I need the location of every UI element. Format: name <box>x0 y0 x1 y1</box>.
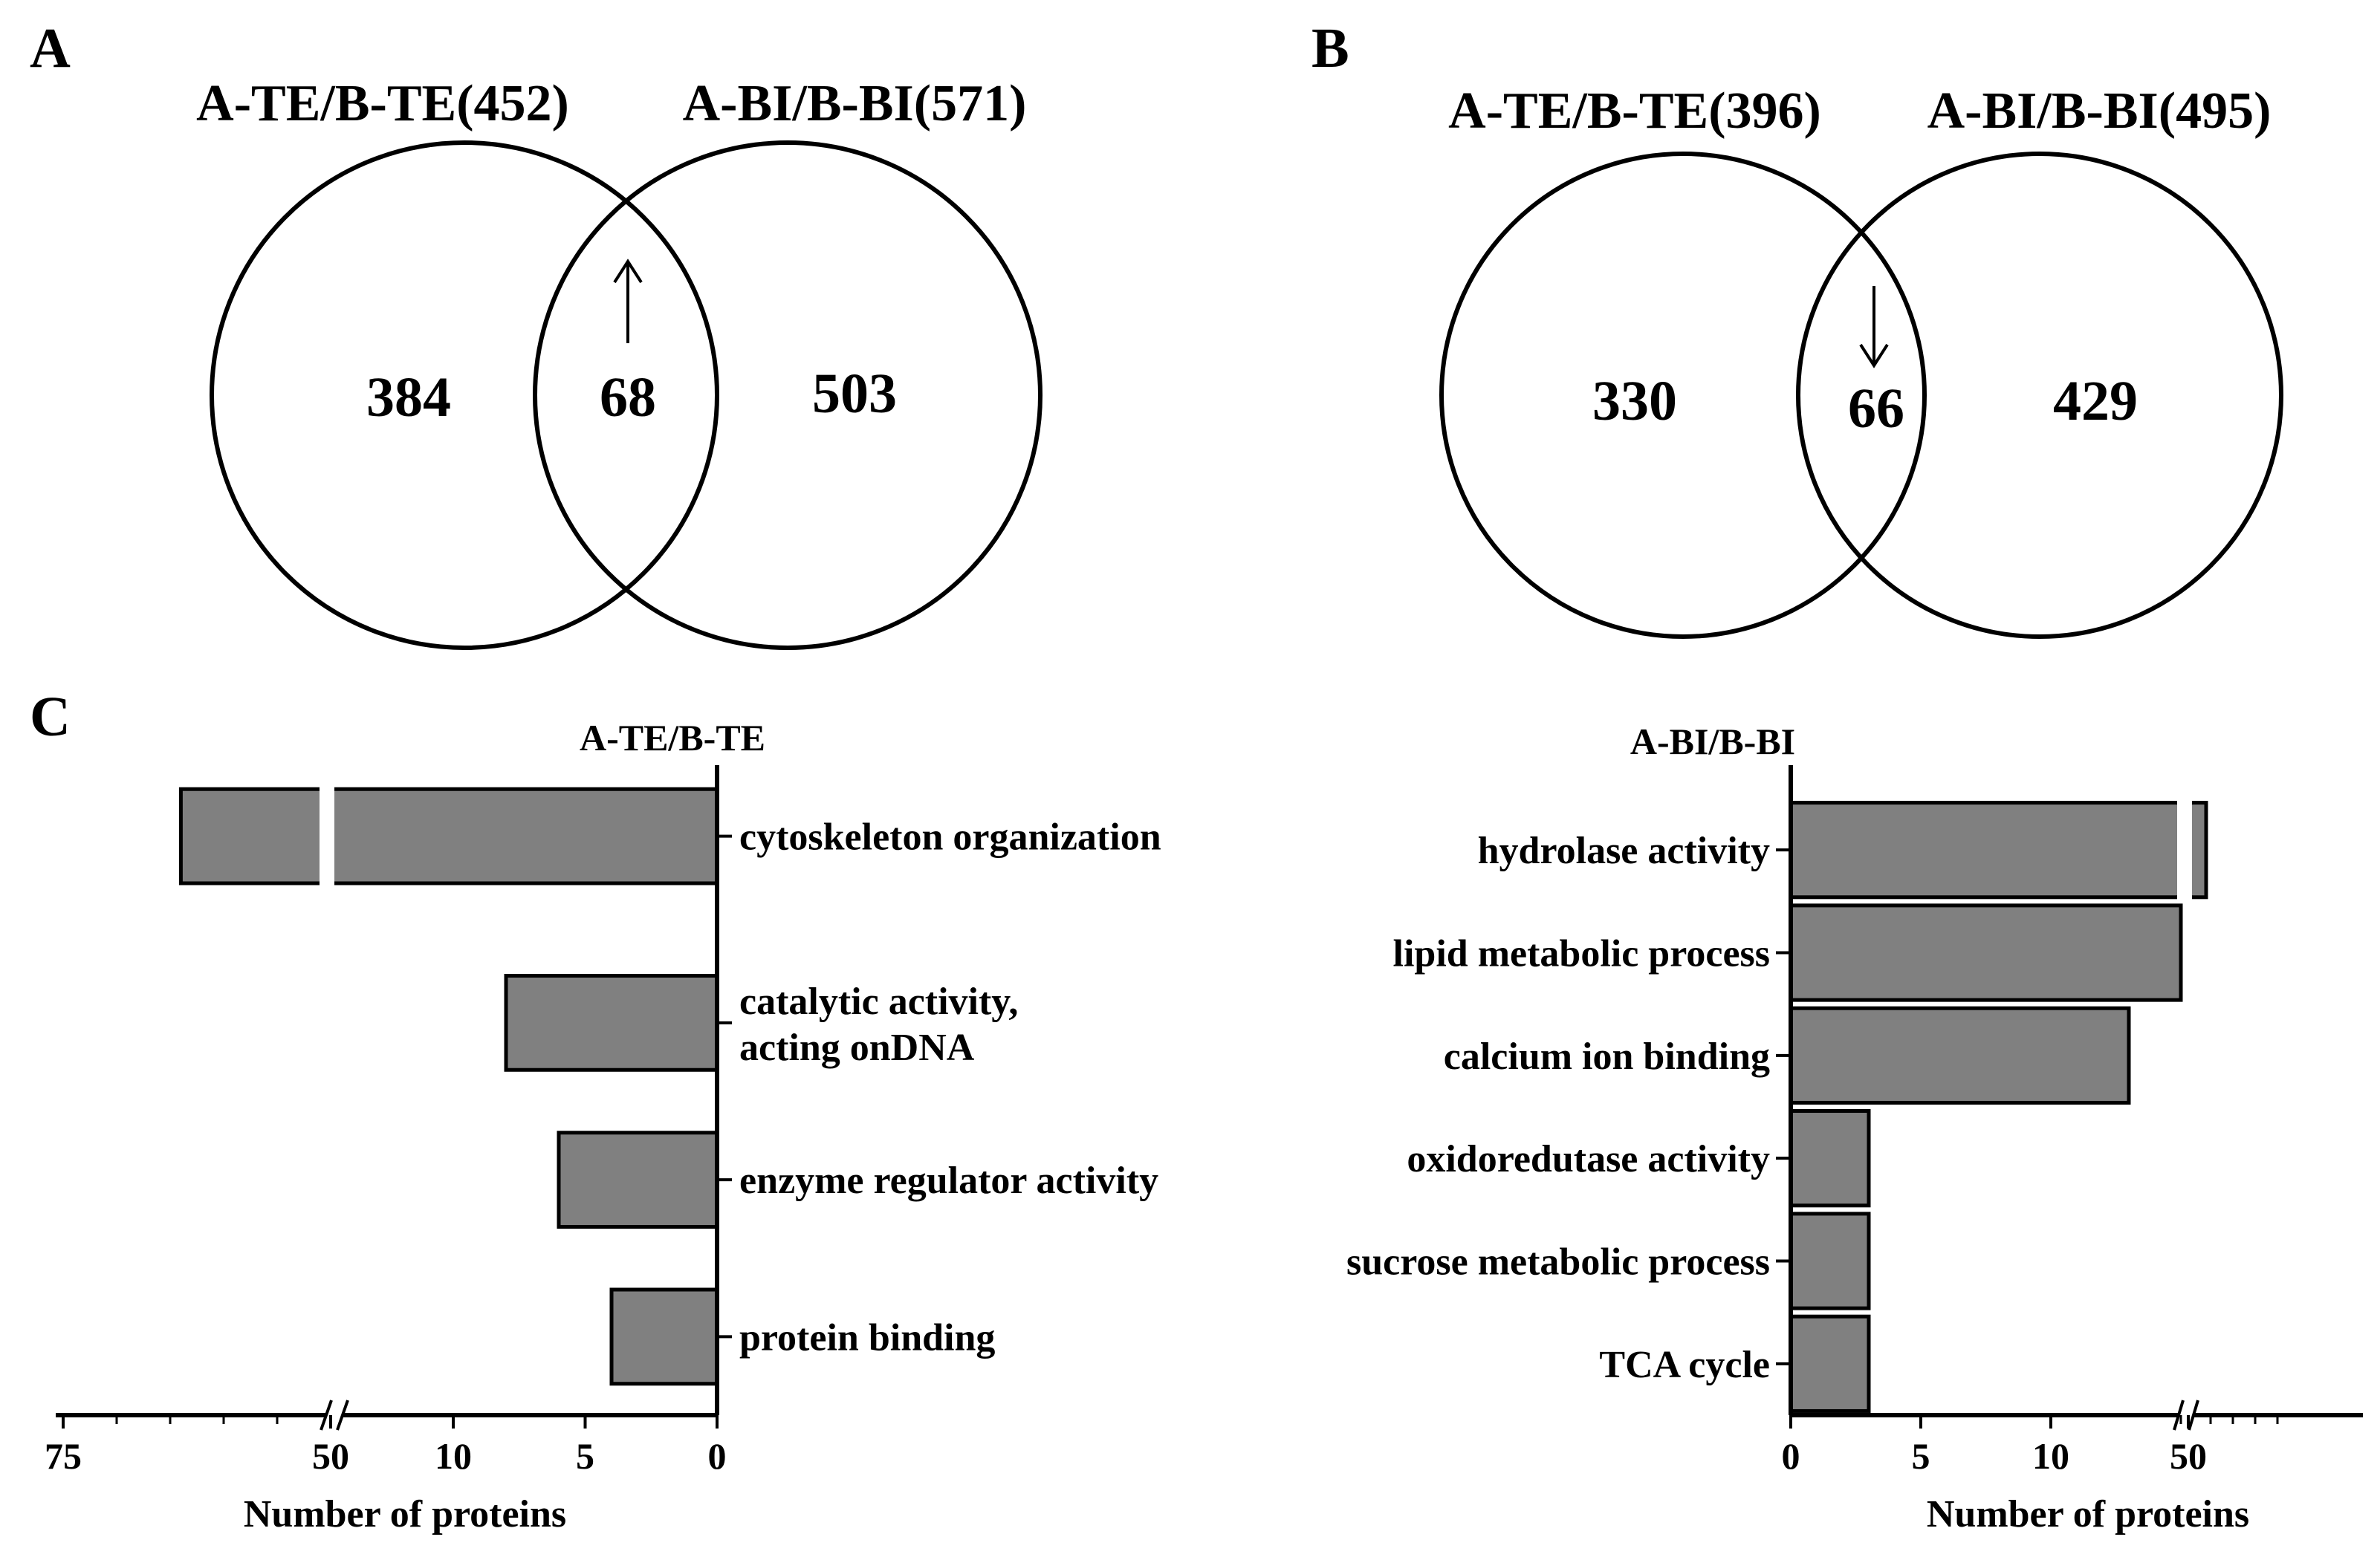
bar-hydrolase-activity <box>1789 801 2208 900</box>
bar-calcium-ion-binding <box>1789 1006 2131 1105</box>
category-label-protein-binding: protein binding <box>739 1316 995 1359</box>
panel-label-b: B <box>1311 17 1349 79</box>
axis-break-mark <box>320 1400 333 1431</box>
venn-b-circle-2 <box>1796 152 2283 639</box>
x-tick-label: 75 <box>45 1435 82 1477</box>
venn-a-set2-label: A-BI/B-BI(571) <box>683 75 1027 132</box>
down-arrow-icon <box>1859 286 1889 368</box>
bar-chart-left: cytoskeleton organization catalytic activ… <box>45 717 1161 1535</box>
panel-label-a: A <box>30 17 71 79</box>
venn-b-set2-label: A-BI/B-BI(495) <box>1927 82 2272 140</box>
category-label-sucrose-metabolic-process: sucrose metabolic process <box>1346 1241 1770 1284</box>
venn-b-circle-1 <box>1439 152 1927 639</box>
axis-break-gap <box>320 786 334 886</box>
venn-panel-b: B A-TE/B-TE(396) A-BI/B-BI(495) 330 66 4… <box>1311 17 2283 639</box>
category-label-calcium-ion-binding: calcium ion binding <box>1444 1036 1770 1078</box>
x-tick-label: 5 <box>1912 1435 1930 1477</box>
axis-break-mark <box>336 1400 349 1431</box>
venn-a-only1-count: 384 <box>366 366 451 429</box>
category-label-enzyme-regulator-activity: enzyme regulator activity <box>739 1160 1158 1202</box>
category-label-tca-cycle: TCA cycle <box>1599 1344 1770 1386</box>
x-tick-label: 0 <box>708 1435 727 1477</box>
bar-cytoskeleton-organization <box>178 787 719 885</box>
category-label-lipid-metabolic-process: lipid metabolic process <box>1393 933 1770 975</box>
x-axis-title: Number of proteins <box>244 1493 566 1535</box>
x-tick-label: 50 <box>2170 1435 2207 1477</box>
venn-b-set1-label: A-TE/B-TE(396) <box>1448 82 1821 140</box>
bar-lipid-metabolic-process <box>1789 903 2183 1002</box>
bar-protein-binding <box>609 1287 719 1386</box>
venn-a-only2-count: 503 <box>812 363 897 425</box>
venn-b-only2-count: 429 <box>2053 370 2138 432</box>
category-label-hydrolase-activity: hydrolase activity <box>1478 830 1770 872</box>
venn-b-only1-count: 330 <box>1592 370 1677 432</box>
venn-a-circle-2 <box>533 140 1043 650</box>
axis-break-mark <box>2173 1400 2185 1431</box>
chart-title: A-BI/B-BI <box>1630 721 1795 762</box>
x-tick-label: 0 <box>1782 1435 1800 1477</box>
venn-a-circle-1 <box>210 140 719 650</box>
axis-break-gap <box>2177 799 2192 900</box>
bar-catalytic-activity-acting-ondna <box>504 974 719 1072</box>
panel-label-c: C <box>30 686 71 748</box>
up-arrow-icon <box>613 259 643 343</box>
category-label-oxidoredutase-activity: oxidoredutase activity <box>1407 1138 1770 1180</box>
category-label-cytoskeleton-organization: cytoskeleton organization <box>739 816 1161 859</box>
bar-chart-right: hydrolase activity lipid metabolic proces… <box>1346 721 2363 1535</box>
bar-sucrose-metabolic-process <box>1789 1212 1871 1310</box>
axis-break-mark <box>2188 1400 2199 1431</box>
x-tick-label: 10 <box>435 1435 472 1477</box>
venn-a-set1-label: A-TE/B-TE(452) <box>196 75 569 132</box>
venn-a-overlap-count: 68 <box>600 366 656 429</box>
chart-title: A-TE/B-TE <box>580 717 765 758</box>
bar-enzyme-regulator-activity <box>557 1131 719 1229</box>
category-label-catalytic-activity-acting-ondna: catalytic activity, acting onDNA <box>739 981 1018 1069</box>
x-tick-label: 50 <box>312 1435 349 1477</box>
bar-oxidoredutase-activity <box>1789 1109 1871 1208</box>
venn-b-overlap-count: 66 <box>1848 377 1904 440</box>
x-axis-title: Number of proteins <box>1927 1493 2249 1535</box>
x-tick-label: 5 <box>576 1435 594 1477</box>
bar-tca-cycle <box>1789 1314 1871 1413</box>
venn-panel-a: A A-TE/B-TE(452) A-BI/B-BI(571) 384 68 5… <box>30 17 1043 650</box>
x-tick-label: 10 <box>2032 1435 2069 1477</box>
